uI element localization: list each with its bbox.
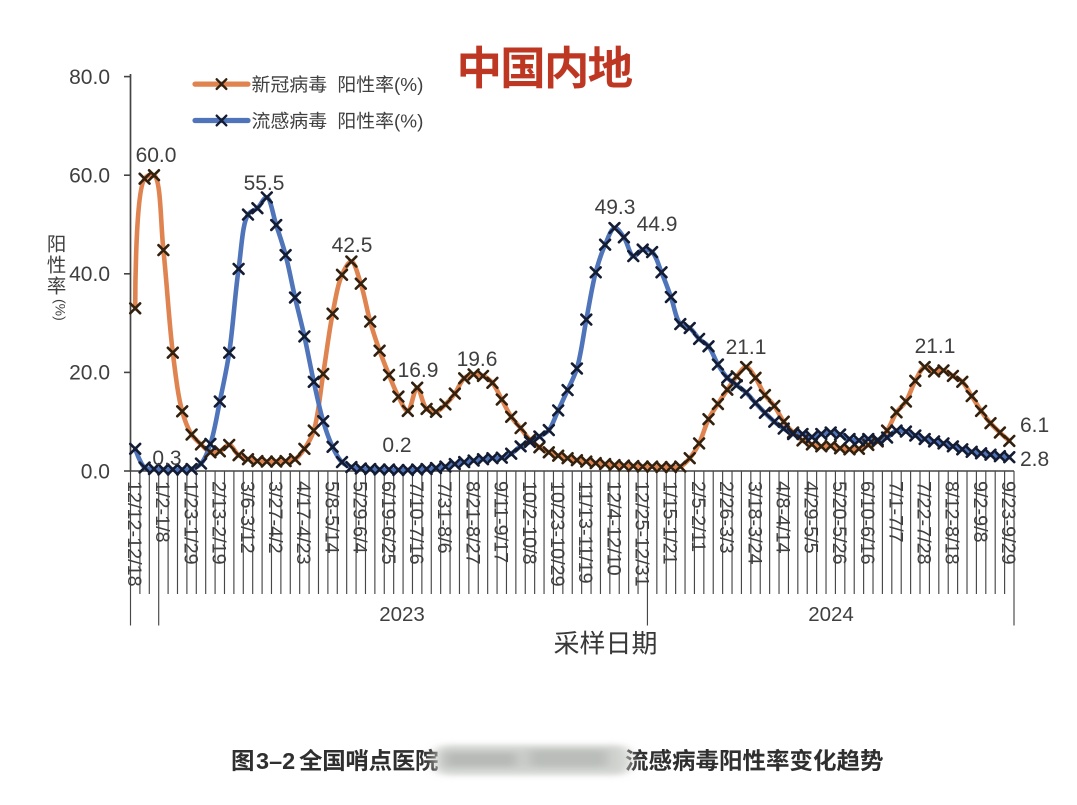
svg-text:1/23-1/29: 1/23-1/29 <box>179 481 201 565</box>
svg-text:12/25-12/31: 12/25-12/31 <box>631 481 653 587</box>
svg-text:5/8-5/14: 5/8-5/14 <box>320 481 342 554</box>
svg-text:49.3: 49.3 <box>595 196 636 219</box>
svg-text:4/29-5/5: 4/29-5/5 <box>800 481 822 554</box>
svg-text:4/8-4/14: 4/8-4/14 <box>772 481 794 554</box>
svg-text:2024: 2024 <box>808 603 854 626</box>
svg-text:16.9: 16.9 <box>398 359 439 382</box>
svg-text:19.6: 19.6 <box>457 348 498 371</box>
svg-text:0.3: 0.3 <box>152 447 181 470</box>
svg-text:80.0: 80.0 <box>69 66 110 89</box>
svg-text:44.9: 44.9 <box>637 213 678 236</box>
svg-text:(%): (%) <box>394 112 423 133</box>
svg-text:10/23-10/29: 10/23-10/29 <box>546 481 568 587</box>
svg-text:11/13-11/19: 11/13-11/19 <box>574 481 596 584</box>
svg-text:21.1: 21.1 <box>726 336 767 359</box>
svg-text:55.5: 55.5 <box>244 172 285 195</box>
svg-text:2/26-3/3: 2/26-3/3 <box>715 481 737 554</box>
svg-text:0.0: 0.0 <box>81 460 110 483</box>
svg-text:8/12-8/18: 8/12-8/18 <box>941 481 963 565</box>
svg-text:60.0: 60.0 <box>69 165 110 188</box>
svg-text:2/13-2/19: 2/13-2/19 <box>208 481 230 565</box>
svg-text:4/17-4/23: 4/17-4/23 <box>292 481 314 565</box>
svg-text:7/22-7/28: 7/22-7/28 <box>913 481 935 565</box>
svg-text:9/2-9/8: 9/2-9/8 <box>969 481 991 543</box>
svg-text:9/23-9/29: 9/23-9/29 <box>997 481 1019 565</box>
svg-text:3/27-4/2: 3/27-4/2 <box>264 481 286 554</box>
svg-text:6/10-6/16: 6/10-6/16 <box>856 481 878 565</box>
svg-text:3/6-3/12: 3/6-3/12 <box>236 481 258 554</box>
svg-text:6/19-6/25: 6/19-6/25 <box>377 481 399 565</box>
svg-text:0.2: 0.2 <box>382 434 411 457</box>
svg-text:2/5-2/11: 2/5-2/11 <box>687 481 709 552</box>
svg-text:21.1: 21.1 <box>915 335 956 358</box>
svg-text:5/29-6/4: 5/29-6/4 <box>349 481 371 554</box>
svg-text:12/4-12/10: 12/4-12/10 <box>602 481 624 576</box>
svg-text:7/31-8/6: 7/31-8/6 <box>433 481 455 554</box>
svg-text:3/18-3/24: 3/18-3/24 <box>743 481 765 565</box>
svg-text:40.0: 40.0 <box>69 263 110 286</box>
svg-text:3–2: 3–2 <box>256 748 295 774</box>
svg-text:2.8: 2.8 <box>1020 448 1049 471</box>
svg-text:5/20-5/26: 5/20-5/26 <box>828 481 850 565</box>
svg-text:(%): (%) <box>394 75 423 96</box>
svg-text:(%): (%) <box>53 299 69 321</box>
svg-text:7/1-7/7: 7/1-7/7 <box>884 481 906 543</box>
svg-text:8/21-8/27: 8/21-8/27 <box>461 481 483 565</box>
svg-text:2023: 2023 <box>379 603 425 626</box>
svg-text:20.0: 20.0 <box>69 362 110 385</box>
svg-text:10/2-10/8: 10/2-10/8 <box>518 481 540 565</box>
svg-text:6.1: 6.1 <box>1020 414 1049 437</box>
svg-text:60.0: 60.0 <box>136 144 177 167</box>
svg-text:7/10-7/16: 7/10-7/16 <box>405 481 427 565</box>
svg-text:1/2-1/8: 1/2-1/8 <box>151 481 173 543</box>
svg-text:1/15-1/21: 1/15-1/21 <box>659 481 681 565</box>
svg-text:42.5: 42.5 <box>332 234 373 257</box>
svg-text:12/12-12/18: 12/12-12/18 <box>123 481 145 587</box>
svg-text:9/11-9/17: 9/11-9/17 <box>490 481 512 563</box>
